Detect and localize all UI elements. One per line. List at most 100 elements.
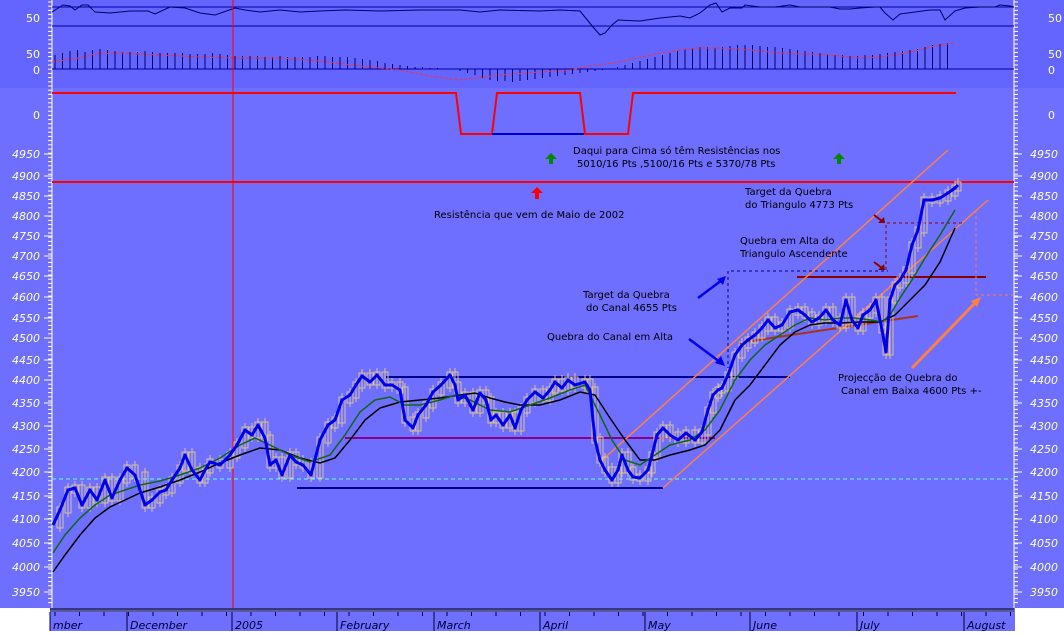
price-axis-right: 4950 4900 4850 4800 4750 4700 4650 4600 4550 4500…	[1030, 148, 1058, 599]
price-tick-label: 4700	[12, 250, 40, 263]
month-label: March	[437, 619, 471, 631]
month-label: July	[858, 619, 880, 631]
price-tick-label: 4900	[1030, 170, 1058, 183]
corner-left	[0, 608, 50, 631]
dark-red-arrow-triangle-target-icon	[873, 214, 885, 223]
triangle-target-box	[885, 222, 962, 270]
left-axis-ticks	[44, 1, 52, 604]
price-tick-label: 4100	[1030, 513, 1058, 526]
price-tick-label: 4900	[12, 170, 40, 183]
price-tick-label: 4400	[1030, 374, 1058, 387]
annotation-projection-1: Projecção de Quebra do	[838, 373, 958, 384]
annotation-break-channel: Quebra do Canal em Alta	[547, 332, 673, 343]
annotation-resistance-2002: Resistência que vem de Maio de 2002	[434, 209, 625, 221]
histogram-signal	[51, 42, 956, 81]
price-tick-label: 4350	[12, 397, 40, 410]
annotation-target-channel-2: do Canal 4655 Pts	[586, 303, 677, 314]
month-label: mber	[53, 619, 83, 631]
price-tick-label: 4400	[12, 374, 40, 387]
annotation-projection-2: Canal em Baixa 4600 Pts +-	[841, 386, 982, 397]
price-tick-label: 4650	[12, 270, 40, 283]
projection-target-box	[975, 210, 1014, 296]
month-label: December	[130, 619, 189, 631]
month-label: May	[648, 619, 671, 631]
corner-right	[1015, 608, 1064, 631]
price-tick-label: 4050	[1030, 537, 1058, 550]
price-panel-bg	[0, 88, 1064, 608]
price-tick-label: 4000	[12, 561, 40, 574]
price-tick-label: 4750	[12, 230, 40, 243]
price-tick-label: 4550	[1030, 312, 1058, 325]
price-tick-label: 4350	[1030, 397, 1058, 410]
price-tick-label: 4600	[12, 291, 40, 304]
orange-arrow-projection-icon	[910, 297, 981, 370]
price-tick-label: 4150	[1030, 490, 1058, 503]
hist-label-50-left: 50	[26, 48, 40, 61]
price-tick-label: 4800	[1030, 210, 1058, 223]
price-tick-label: 4950	[12, 148, 40, 161]
price-tick-label: 4450	[12, 354, 40, 367]
time-axis-bg	[0, 608, 1064, 631]
dark-red-arrow-triangle-break-icon	[873, 261, 885, 270]
blue-arrow-channel-break-icon	[688, 337, 725, 366]
price-tick-label: 4750	[1030, 230, 1058, 243]
price-tick-label: 4000	[1030, 561, 1058, 574]
price-tick-label: 4100	[12, 513, 40, 526]
price-tick-label: 4550	[12, 312, 40, 325]
price-tick-label: 4150	[12, 490, 40, 503]
price-tick-label: 4450	[1030, 354, 1058, 367]
price-tick-label: 4700	[1030, 250, 1058, 263]
price-tick-label: 4250	[1030, 443, 1058, 456]
channel-upper	[599, 149, 949, 463]
month-label: February	[340, 619, 390, 631]
price-tick-label: 4300	[1030, 420, 1058, 433]
price-tick-label: 4650	[1030, 270, 1058, 283]
hist-label-0-right: 0	[1048, 64, 1055, 77]
green-up-arrow-right-icon	[833, 153, 845, 164]
annotation-break-triangle-2: Triangulo Ascendente	[739, 249, 848, 260]
oscillator-line	[51, 2, 1015, 36]
price-tick-label: 4250	[12, 443, 40, 456]
price-tick-label: 4500	[1030, 332, 1058, 345]
price-tick-label: 4200	[1030, 466, 1058, 479]
hist-label-50-right: 50	[1048, 48, 1062, 61]
month-label: 2005	[235, 619, 263, 631]
time-axis: mber December 2005 February March April May Jun…	[49, 612, 1011, 632]
price-tick-label: 4950	[1030, 148, 1058, 161]
annotation-break-triangle-1: Quebra em Alta do	[740, 236, 835, 247]
step-label-right: 0	[1048, 109, 1055, 122]
green-up-arrow-left-icon	[545, 153, 557, 164]
annotation-resistances-line1: Daqui para Cima só têm Resistências nos	[573, 145, 780, 157]
month-label: April	[542, 619, 568, 631]
annotation-target-triangle-1: Target da Quebra	[744, 187, 832, 198]
channel-target-box	[727, 270, 888, 370]
annotation-resistances-line2: 5010/16 Pts ,5100/16 Pts e 5370/78 Pts	[577, 159, 776, 170]
price-tick-label: 4050	[12, 537, 40, 550]
right-axis-ticks	[1014, 1, 1022, 604]
price-axis-left: 4950 4900 4850 4800 4750 4700 4650 4600 4550 4500…	[12, 148, 40, 599]
price-tick-label: 4850	[1030, 190, 1058, 203]
step-indicator-line	[52, 92, 956, 135]
osc-label-left: 50	[26, 12, 40, 25]
month-label: June	[751, 619, 777, 631]
price-tick-label: 4300	[12, 420, 40, 433]
hist-label-0-left: 0	[33, 64, 40, 77]
annotation-target-channel-1: Target da Quebra	[582, 290, 670, 301]
price-tick-label: 4600	[1030, 291, 1058, 304]
month-label: August	[966, 619, 1006, 631]
price-tick-label: 4850	[12, 190, 40, 203]
step-label-left: 0	[33, 109, 40, 122]
price-tick-label: 4500	[12, 332, 40, 345]
price-tick-label: 4800	[12, 210, 40, 223]
channel-lower	[662, 199, 989, 489]
price-tick-label: 3950	[1030, 586, 1058, 599]
osc-label-right: 50	[1048, 12, 1062, 25]
moving-average-long	[52, 227, 956, 573]
price-line	[51, 183, 960, 526]
price-tick-label: 4200	[12, 466, 40, 479]
annotation-target-triangle-2: do Triangulo 4773 Pts	[745, 200, 853, 211]
price-tick-label: 3950	[12, 586, 40, 599]
blue-arrow-channel-target-icon	[697, 276, 726, 299]
